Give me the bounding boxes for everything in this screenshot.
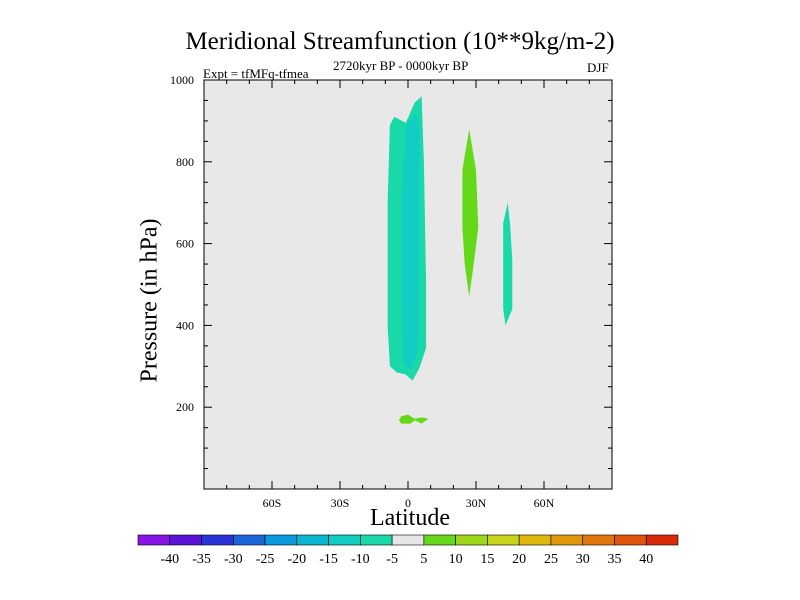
colorbar-swatch	[201, 534, 234, 546]
colorbar-swatch	[550, 534, 584, 546]
contour-regions	[387, 96, 513, 424]
colorbar-label: 20	[512, 552, 526, 567]
colorbar-label: 10	[449, 552, 463, 567]
colorbar: -40 -35 -30 -25 -20 -15 -10 -5 5 10 15 20 25 30 35 40	[137, 534, 679, 567]
colorbar-label: 15	[480, 552, 494, 567]
chart-title: Meridional Streamfunction (10**9kg/m-2)	[185, 28, 615, 55]
colorbar-swatch	[518, 534, 552, 546]
colorbar-swatch	[614, 534, 647, 546]
streamfunction-region-positive-mid	[462, 129, 479, 297]
y-tick-label: 1000	[170, 73, 194, 87]
colorbar-label: 40	[639, 552, 653, 567]
colorbar-label: 5	[420, 552, 427, 567]
colorbar-swatch	[137, 534, 171, 546]
colorbar-swatch	[232, 534, 266, 546]
y-tick-label: 600	[176, 237, 194, 251]
streamfunction-region-negative-inner	[401, 112, 420, 371]
colorbar-swatch	[296, 534, 329, 546]
colorbar-label: -35	[192, 552, 211, 567]
y-tick-label: 200	[176, 400, 194, 414]
colorbar-swatch	[264, 534, 298, 546]
colorbar-label: -10	[351, 552, 370, 567]
x-tick-label: 60N	[534, 496, 555, 510]
y-axis-ticks: 200 400 600 800 1000	[170, 73, 612, 470]
colorbar-swatch	[455, 534, 488, 546]
period-label: 2720kyr BP - 0000kyr BP	[333, 58, 469, 73]
colorbar-swatch	[360, 534, 393, 546]
colorbar-label: 35	[607, 552, 621, 567]
colorbar-label: -40	[160, 552, 179, 567]
colorbar-swatch	[487, 534, 520, 546]
colorbar-swatch	[391, 534, 425, 546]
x-tick-label: 30S	[331, 496, 350, 510]
colorbar-swatch	[582, 534, 615, 546]
colorbar-label: -15	[319, 552, 338, 567]
colorbar-label: 25	[544, 552, 558, 567]
colorbar-label: -20	[287, 552, 306, 567]
y-tick-label: 800	[176, 155, 194, 169]
season-label: DJF	[587, 60, 609, 75]
x-axis-label: Latitude	[370, 505, 450, 531]
x-tick-label: 0	[405, 496, 411, 510]
colorbar-label: -25	[256, 552, 275, 567]
colorbar-swatch	[169, 534, 202, 546]
colorbar-label: -30	[224, 552, 243, 567]
y-tick-label: 400	[176, 318, 194, 332]
x-axis-ticks: 60S 30S 0 30N 60N	[226, 80, 590, 510]
colorbar-swatch	[423, 534, 456, 546]
experiment-label: Expt = tfMFq-tfmea	[203, 66, 309, 81]
colorbar-swatch	[645, 534, 679, 546]
colorbar-label: 30	[576, 552, 590, 567]
streamfunction-region-positive-top	[398, 414, 429, 424]
streamfunction-region-negative-right	[503, 202, 513, 326]
x-tick-label: 60S	[263, 496, 282, 510]
colorbar-label: -5	[386, 552, 398, 567]
x-tick-label: 30N	[466, 496, 487, 510]
colorbar-swatch	[328, 534, 361, 546]
